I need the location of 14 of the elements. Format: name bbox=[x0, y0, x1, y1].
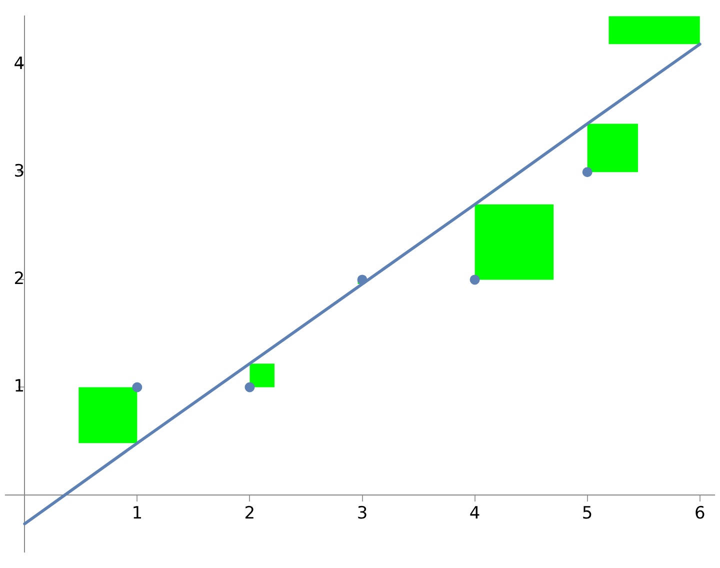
y-tick-label: 2 bbox=[14, 269, 25, 290]
y-tick-label: 4 bbox=[14, 54, 25, 74]
point bbox=[132, 382, 142, 392]
point bbox=[244, 382, 255, 392]
y-tick-label: 1 bbox=[14, 376, 25, 397]
x-tick-label: 1 bbox=[132, 503, 143, 524]
point bbox=[582, 167, 592, 178]
x-tick-label: 5 bbox=[582, 503, 593, 524]
x-tick-label: 6 bbox=[694, 503, 706, 524]
x-tick-label: 4 bbox=[469, 503, 480, 524]
point bbox=[470, 274, 480, 285]
x-tick-label: 2 bbox=[244, 503, 256, 524]
y-tick-label: 3 bbox=[14, 162, 25, 182]
x-tick-label: 3 bbox=[356, 503, 368, 524]
